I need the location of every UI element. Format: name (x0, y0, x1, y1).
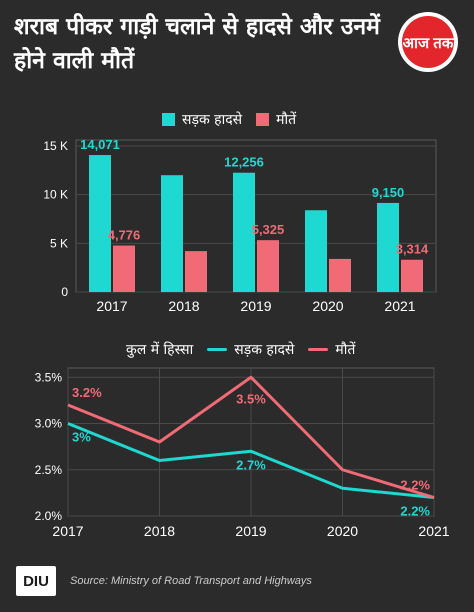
legend-swatch-deaths (256, 112, 270, 126)
line-legend-item-deaths: मौतें (308, 340, 355, 359)
bar-accidents (89, 155, 111, 292)
bar-accidents (305, 210, 327, 292)
footer: DIU Source: Ministry of Road Transport a… (16, 566, 456, 596)
bar-y-tick-label: 15 K (43, 139, 68, 153)
line-data-label: 2.2% (400, 478, 430, 493)
legend-item-accidents: सड़क हादसे (162, 110, 242, 129)
legend-item-deaths: मौतें (256, 110, 296, 129)
line-y-tick-label: 2.0% (35, 509, 63, 523)
legend-label-deaths: मौतें (276, 111, 297, 128)
bar-chart: 0 5 K 10 K 15 K 2017 2018 2019 2020 2021 14,071 4,… (43, 137, 437, 314)
line-x-tick-label: 2019 (235, 523, 266, 539)
bar-data-label: 14,071 (80, 137, 120, 152)
line-y-tick-label: 2.5% (35, 463, 63, 477)
bar-data-label: 9,150 (372, 185, 405, 200)
line-data-label: 3.2% (72, 385, 102, 400)
aajtak-logo: आज तक (398, 12, 458, 72)
line-data-label: 3% (72, 430, 91, 445)
bar-chart-legend: सड़क हादसे मौतें (162, 108, 302, 130)
line-x-tick-label: 2017 (52, 523, 83, 539)
line-y-tick-label: 3.5% (35, 370, 63, 384)
bar-deaths (257, 240, 279, 292)
line-series-deaths (67, 375, 435, 499)
line-chart: 2.0% 2.5% 3.0% 3.5% 2017 2018 2019 2020 2021 3.2%… (35, 367, 450, 539)
bar-deaths (185, 251, 207, 292)
legend-label-accidents: सड़क हादसे (182, 111, 243, 128)
bar-y-tick-label: 10 K (43, 188, 68, 202)
line-legend-label-deaths: मौतें (335, 341, 356, 358)
page-title: शराब पीकर गाड़ी चलाने से हादसे और उनमें … (14, 14, 380, 74)
bar-deaths (401, 259, 423, 292)
line-data-label: 2.2% (400, 504, 430, 519)
bar-y-tick-label: 5 K (50, 236, 68, 250)
bar-data-label: 5,325 (252, 222, 285, 237)
line-y-tick-label: 3.0% (35, 417, 63, 431)
line-series-accidents (67, 422, 435, 499)
line-data-label: 2.7% (236, 457, 266, 472)
bar-deaths (329, 258, 351, 292)
bar-data-label: 3,314 (396, 242, 429, 257)
bar-data-label: 4,776 (108, 228, 141, 243)
line-chart-legend: कुल में हिस्सा सड़क हादसे मौतें (126, 338, 361, 360)
line-legend-swatch-accidents (207, 347, 228, 351)
bar-accidents (377, 202, 399, 292)
line-legend-swatch-deaths (308, 347, 329, 351)
line-legend-label-accidents: सड़क हादसे (234, 341, 295, 358)
bar-x-tick-label: 2020 (312, 298, 343, 314)
line-x-tick-label: 2021 (418, 523, 449, 539)
bar-y-tick-label: 0 (61, 285, 68, 299)
source-text: Source: Ministry of Road Transport and H… (70, 575, 312, 587)
bar-accidents (233, 172, 255, 292)
bar-x-tick-label: 2017 (96, 298, 127, 314)
line-x-tick-label: 2020 (327, 523, 358, 539)
line-data-label: 3.5% (236, 391, 266, 406)
diu-logo: DIU (16, 566, 56, 596)
bar-x-tick-label: 2021 (384, 298, 415, 314)
bar-x-tick-label: 2019 (240, 298, 271, 314)
bar-data-label: 12,256 (224, 155, 264, 170)
bar-x-tick-label: 2018 (168, 298, 199, 314)
line-x-tick-label: 2018 (144, 523, 175, 539)
bar-accidents (161, 175, 183, 292)
line-chart-title: कुल में हिस्सा (126, 341, 194, 358)
line-legend-item-accidents: सड़क हादसे (207, 340, 294, 359)
bar-deaths (113, 245, 135, 292)
legend-swatch-accidents (162, 112, 175, 126)
aajtak-logo-text: आज तक (403, 35, 455, 52)
